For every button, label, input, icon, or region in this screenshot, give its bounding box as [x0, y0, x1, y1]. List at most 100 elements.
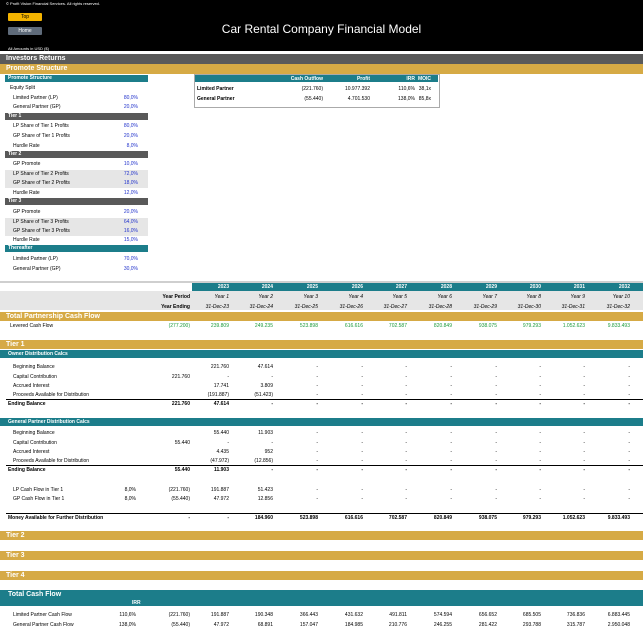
row-value: - [405, 430, 407, 436]
row-value: - [539, 458, 541, 464]
owner-distribution-head: Owner Distribution Calcs [0, 350, 643, 358]
row-value: 979.293 [522, 515, 541, 521]
row-value: - [495, 496, 497, 502]
ending-balance-label: Ending Balance [8, 467, 46, 473]
promote-row-label: General Partner (GP) [13, 104, 61, 110]
row-value: - [361, 458, 363, 464]
promote-row-label: General Partner (GP) [13, 266, 61, 272]
row-value: - [495, 430, 497, 436]
row-value: 55.440 [213, 430, 229, 436]
top-button[interactable]: Top [8, 13, 42, 21]
row-value: - [227, 440, 229, 446]
owner-row-label: Proceeds Available for Distribution [13, 392, 90, 398]
year-period: Year 7 [482, 294, 497, 300]
row-value: - [495, 374, 497, 380]
year-label: 2026 [351, 284, 363, 290]
row-value: 938.075 [478, 515, 497, 521]
row-value: - [271, 374, 273, 380]
row-value: - [316, 487, 318, 493]
year-ending: 31-Dec-27 [383, 304, 407, 310]
year-period: Year 3 [303, 294, 318, 300]
row-value: - [495, 392, 497, 398]
promote-row-value: 80,0% [123, 95, 138, 101]
promote-row-value: 72,0% [123, 171, 138, 177]
year-label: 2031 [573, 284, 585, 290]
row-initial: 55.440 [174, 467, 190, 473]
year-label: 2030 [529, 284, 541, 290]
home-button[interactable]: Home [8, 27, 42, 35]
year-ending: 31-Dec-29 [473, 304, 497, 310]
row-initial: (221.760) [168, 612, 190, 618]
promote-row-label: Limited Partner (LP) [13, 256, 58, 262]
levered-value: 1.052.623 [562, 323, 585, 329]
year-period: Year 4 [348, 294, 363, 300]
year-label: 2032 [618, 284, 630, 290]
levered-value: 820.849 [433, 323, 452, 329]
year-ending: 31-Dec-28 [428, 304, 452, 310]
promote-row-value: 20,0% [123, 209, 138, 215]
row-shade [5, 170, 148, 179]
copyright-text: © Profit Vision Financial Services. All … [6, 1, 101, 6]
section-tier3: Tier 3 [0, 551, 643, 560]
row-value: - [405, 467, 407, 473]
row-value: - [628, 458, 630, 464]
row-initial: 55.440 [174, 440, 190, 446]
gp-row-label: Capital Contribution [13, 440, 57, 446]
year-period: Year 2 [258, 294, 273, 300]
period-header-bg [0, 291, 643, 310]
row-value: - [628, 496, 630, 502]
promote-row-label: GP Share of Tier 1 Profits [13, 133, 70, 139]
row-value: - [583, 383, 585, 389]
year-ending: 31-Dec-31 [561, 304, 585, 310]
row-value: - [450, 401, 452, 407]
row-value: - [227, 374, 229, 380]
gp-row-label: Beginning Balance [13, 430, 55, 436]
row-value: - [495, 467, 497, 473]
row-value: - [628, 392, 630, 398]
row-value: - [316, 449, 318, 455]
row-value: - [628, 467, 630, 473]
row-value: 6.883.445 [607, 612, 630, 618]
ending-balance-line [6, 465, 643, 466]
row-value: - [495, 487, 497, 493]
promote-row-label: Limited Partner (LP) [13, 95, 58, 101]
row-value: - [539, 496, 541, 502]
row-value: - [495, 449, 497, 455]
row-value: - [361, 487, 363, 493]
row-value: - [450, 383, 452, 389]
row-initial: 221.760 [171, 401, 190, 407]
promote-structure-head: Promote Structure [5, 75, 148, 82]
row-value: 47.614 [257, 364, 273, 370]
promote-row-label: LP Share of Tier 2 Profits [13, 171, 69, 177]
row-value: 4.435 [216, 449, 229, 455]
row-value: - [539, 487, 541, 493]
promote-row-value: 15,0% [123, 237, 138, 243]
app-header: © Profit Vision Financial Services. All … [0, 0, 643, 51]
row-value: - [628, 487, 630, 493]
year-ending: 31-Dec-25 [294, 304, 318, 310]
row-value: 17.741 [213, 383, 229, 389]
summary-cell: 38,1x [418, 86, 431, 92]
section-tier4: Tier 4 [0, 571, 643, 580]
owner-row-label: Capital Contribution [13, 374, 57, 380]
row-value: - [450, 487, 452, 493]
row-value: - [583, 392, 585, 398]
row-value: - [450, 449, 452, 455]
row-value: 11.903 [213, 467, 229, 473]
promote-row-value: 20,0% [123, 133, 138, 139]
row-value: - [628, 440, 630, 446]
tier1-head: Tier 1 [5, 113, 148, 120]
promote-row-label: Hurdle Rate [13, 190, 40, 196]
row-value: 574.594 [433, 612, 452, 618]
row-value: - [271, 467, 273, 473]
year-label: 2029 [485, 284, 497, 290]
summary-col-header: MOIC [417, 76, 431, 82]
row-value: 184.985 [344, 622, 363, 628]
row-value: 184.960 [254, 515, 273, 521]
promote-row-value: 12,0% [123, 190, 138, 196]
row-value: - [316, 383, 318, 389]
year-label: 2028 [440, 284, 452, 290]
year-period: Year 1 [214, 294, 229, 300]
gp-total-cash-flow-label: General Partner Cash Flow [13, 622, 74, 628]
row-value: - [450, 374, 452, 380]
